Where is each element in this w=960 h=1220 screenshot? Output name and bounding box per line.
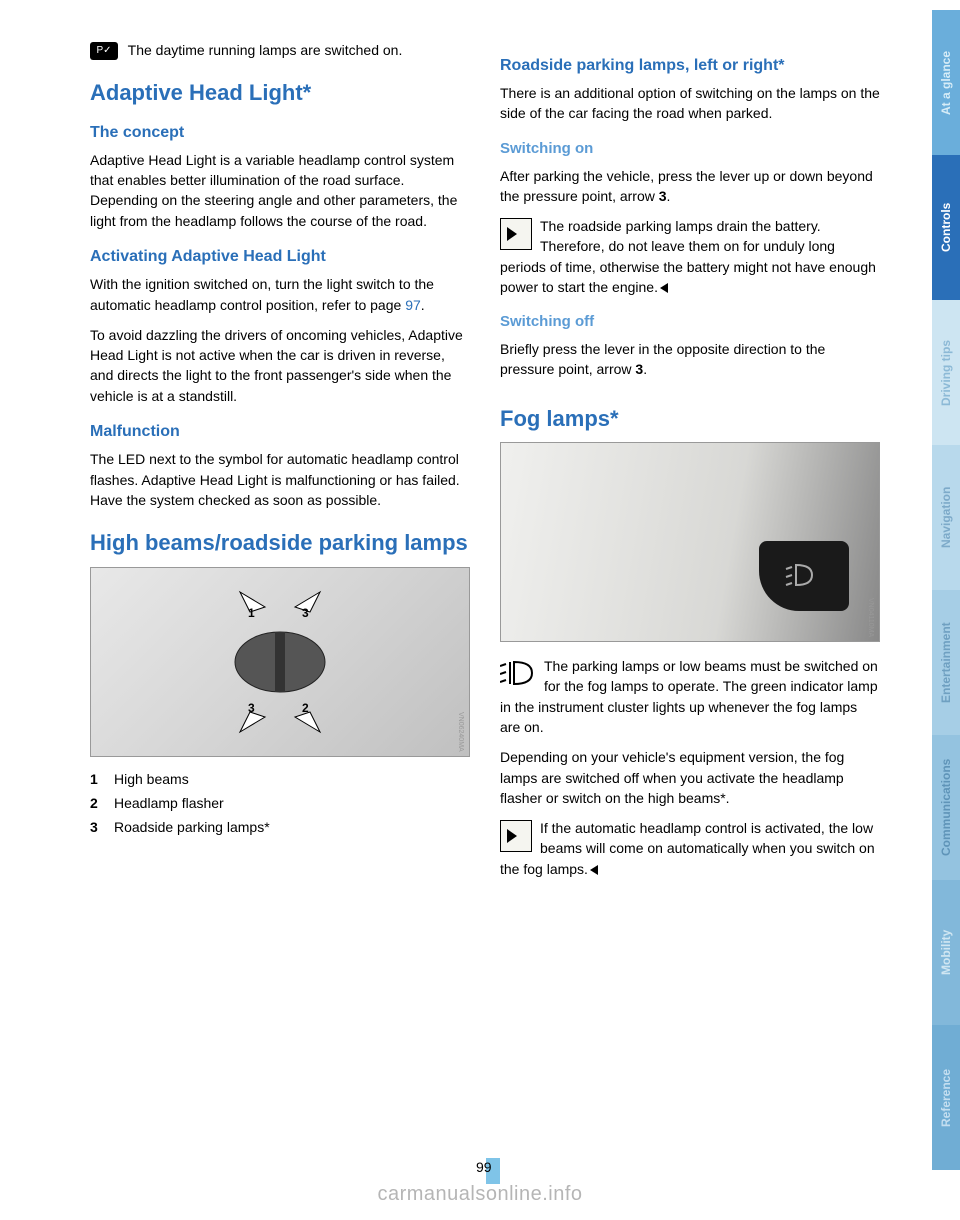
heading-adaptive-head-light: Adaptive Head Light* — [90, 80, 470, 106]
list-number: 1 — [90, 769, 114, 789]
list-label: Headlamp flasher — [114, 793, 224, 813]
svg-text:3: 3 — [248, 701, 255, 715]
concept-paragraph: Adaptive Head Light is a variable headla… — [90, 150, 470, 231]
page-number: 99 — [470, 1156, 498, 1178]
right-column: Roadside parking lamps, left or right* T… — [500, 40, 880, 889]
fog-lamp-button-graphic — [759, 541, 849, 611]
fog-lamp-icon — [500, 658, 536, 690]
drl-indicator-icon: P✓ — [90, 42, 118, 60]
heading-roadside-parking: Roadside parking lamps, left or right* — [500, 54, 880, 77]
left-column: P✓ The daytime running lamps are switche… — [90, 40, 470, 889]
figure-code: VN04110MA — [865, 598, 875, 637]
fog-lamp-figure: VN04110MA — [500, 442, 880, 642]
svg-text:1: 1 — [248, 606, 255, 620]
fog-paragraph-2: Depending on your vehicle's equipment ve… — [500, 747, 880, 808]
tab-reference[interactable]: Reference — [932, 1025, 960, 1170]
tab-entertainment[interactable]: Entertainment — [932, 590, 960, 735]
list-item: 2 Headlamp flasher — [90, 793, 470, 813]
tab-mobility[interactable]: Mobility — [932, 880, 960, 1025]
subheading-switching-off: Switching off — [500, 311, 880, 333]
svg-text:2: 2 — [302, 701, 309, 715]
list-item: 3 Roadside parking lamps* — [90, 817, 470, 837]
sidebar-tabs: At a glance Controls Driving tips Naviga… — [932, 10, 960, 1170]
list-label: High beams — [114, 769, 189, 789]
tab-driving-tips[interactable]: Driving tips — [932, 300, 960, 445]
activating-paragraph-2: To avoid dazzling the drivers of oncomin… — [90, 325, 470, 406]
switchon-paragraph: After parking the vehicle, press the lev… — [500, 166, 880, 207]
fog-warning-paragraph: If the automatic headlamp control is act… — [500, 818, 880, 879]
tab-navigation[interactable]: Navigation — [932, 445, 960, 590]
switchoff-paragraph: Briefly press the lever in the opposite … — [500, 339, 880, 380]
fog-paragraph-1: The parking lamps or low beams must be s… — [500, 656, 880, 737]
heading-high-beams: High beams/roadside parking lamps — [90, 530, 470, 556]
heading-fog-lamps: Fog lamps* — [500, 406, 880, 432]
tab-controls[interactable]: Controls — [932, 155, 960, 300]
roadside-paragraph: There is an additional option of switchi… — [500, 83, 880, 124]
subheading-activating: Activating Adaptive Head Light — [90, 245, 470, 268]
tab-communications[interactable]: Communications — [932, 735, 960, 880]
page-reference-link[interactable]: 97 — [405, 297, 421, 313]
end-marker-icon — [590, 865, 598, 875]
activating-paragraph-1: With the ignition switched on, turn the … — [90, 274, 470, 315]
list-number: 2 — [90, 793, 114, 813]
subheading-malfunction: Malfunction — [90, 420, 470, 443]
stalk-svg: 1 3 2 3 — [180, 582, 380, 742]
switchon-warning-paragraph: The roadside parking lamps drain the bat… — [500, 216, 880, 297]
caution-icon — [500, 218, 532, 250]
end-marker-icon — [660, 283, 668, 293]
tab-at-a-glance[interactable]: At a glance — [932, 10, 960, 155]
intro-paragraph: P✓ The daytime running lamps are switche… — [90, 40, 470, 60]
list-number: 3 — [90, 817, 114, 837]
figure-code: VN06240MA — [455, 712, 465, 752]
high-beam-stalk-figure: 1 3 2 3 VN06240MA — [90, 567, 470, 757]
caution-icon — [500, 820, 532, 852]
watermark-text: carmanualsonline.info — [377, 1183, 582, 1206]
list-label: Roadside parking lamps* — [114, 817, 270, 837]
subheading-switching-on: Switching on — [500, 138, 880, 160]
intro-text: The daytime running lamps are switched o… — [128, 42, 403, 58]
svg-text:3: 3 — [302, 606, 309, 620]
subheading-concept: The concept — [90, 121, 470, 144]
list-item: 1 High beams — [90, 769, 470, 789]
malfunction-paragraph: The LED next to the symbol for automatic… — [90, 449, 470, 510]
